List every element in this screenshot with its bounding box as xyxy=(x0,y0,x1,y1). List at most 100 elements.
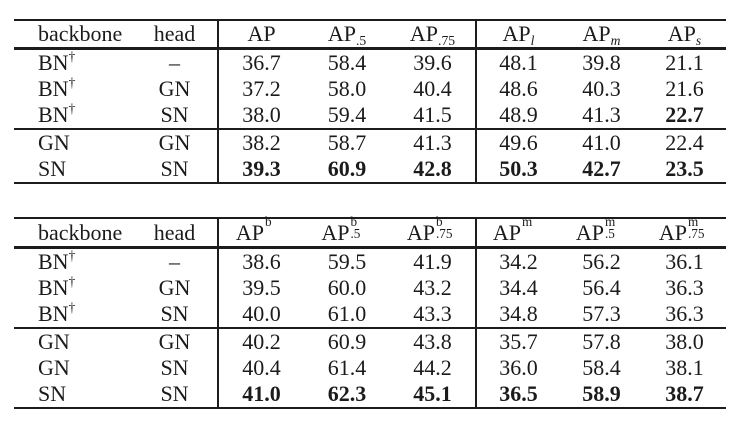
backbone-name: SN xyxy=(38,381,67,406)
cell-value: 36.7 xyxy=(217,48,304,76)
metric-subscript: .5 xyxy=(355,32,367,48)
metric-label: AP xyxy=(235,219,265,245)
metric-supsub: b .75 xyxy=(435,215,458,243)
cell-value: 45.1 xyxy=(413,381,452,406)
cell-value: 57.3 xyxy=(582,301,621,326)
metric-label: AP xyxy=(502,21,531,46)
cell-value: 48.1 xyxy=(475,48,560,76)
backbone-name: BN xyxy=(38,275,69,300)
cell-value: 48.6 xyxy=(475,76,560,102)
col-header-apb75: AP b .75 xyxy=(390,215,476,249)
table-row: BN† SN 38.0 59.4 41.5 48.9 41.3 22.7 xyxy=(14,102,726,129)
cell-value: 60.9 xyxy=(304,327,390,355)
metric-label: AP xyxy=(575,219,605,245)
metric-label: AP xyxy=(321,219,350,245)
metric-subscript: .75 xyxy=(687,226,705,242)
cell-backbone: BN† xyxy=(14,301,132,328)
table-row: BN† SN 40.0 61.0 43.3 34.8 57.3 36.3 xyxy=(14,301,726,328)
table-row: GN SN 40.4 61.4 44.2 36.0 58.4 38.1 xyxy=(14,355,726,381)
table-row: BN† – 36.7 58.4 39.6 48.1 39.8 21.1 xyxy=(14,48,726,76)
cell-value: 42.8 xyxy=(413,156,452,181)
backbone-name: BN xyxy=(38,301,69,326)
metric-supsub: m .75 xyxy=(687,215,710,243)
cell-value: 41.0 xyxy=(560,128,643,156)
col-header-apb50: AP b .5 xyxy=(304,215,390,249)
cell-value: 49.6 xyxy=(475,128,560,156)
backbone-name: BN xyxy=(38,249,69,274)
metric-supsub: b xyxy=(264,215,287,243)
dagger-mark: † xyxy=(68,300,76,316)
metric-label: AP xyxy=(409,21,439,46)
table-row: GN GN 40.2 60.9 43.8 35.7 57.8 38.0 xyxy=(14,327,726,355)
cell-value: 58.9 xyxy=(582,381,621,406)
table-row: BN† GN 39.5 60.0 43.2 34.4 56.4 36.3 xyxy=(14,275,726,301)
cell-value: 43.8 xyxy=(390,327,476,355)
cell-value: 34.8 xyxy=(475,301,560,328)
cell-value: 58.4 xyxy=(327,50,367,75)
cell-value: 36.5 xyxy=(475,381,560,408)
metric-label: AP xyxy=(658,219,688,245)
backbone-name: GN xyxy=(38,355,70,380)
col-header-backbone: backbone xyxy=(14,218,132,249)
cell-value: 35.7 xyxy=(475,327,560,355)
cell-value: 40.3 xyxy=(582,76,621,101)
metric-supsub: m xyxy=(521,215,544,243)
cell-value: 57.8 xyxy=(560,327,643,355)
cell-backbone: BN† xyxy=(14,76,132,102)
cell-value: 23.5 xyxy=(665,156,704,181)
table-row: BN† – 38.6 59.5 41.9 34.2 56.2 36.1 xyxy=(14,247,726,275)
col-header-ap50: AP.5 xyxy=(304,20,390,50)
cell-head: GN xyxy=(132,128,218,156)
cell-backbone: GN xyxy=(14,327,132,355)
cell-value: 41.9 xyxy=(413,249,452,274)
cell-head: SN xyxy=(160,381,189,406)
cell-value: 21.1 xyxy=(665,50,704,75)
metric-label: AP xyxy=(582,21,611,46)
metric-label: AP xyxy=(406,219,436,245)
cell-head: SN xyxy=(160,102,189,127)
backbone-name: BN xyxy=(38,102,69,127)
metric-label: AP xyxy=(247,21,276,46)
cell-value: 34.4 xyxy=(475,275,560,301)
metric-supsub: b .5 xyxy=(350,215,373,243)
table-row: BN† GN 37.2 58.0 40.4 48.6 40.3 21.6 xyxy=(14,76,726,102)
col-header-apb: AP b xyxy=(217,215,304,249)
cell-value: 22.4 xyxy=(643,128,726,156)
cell-value: 40.0 xyxy=(217,301,304,328)
cell-head: SN xyxy=(160,156,189,181)
cell-value: 42.7 xyxy=(582,156,621,181)
cell-value: 43.3 xyxy=(413,301,452,326)
backbone-name: SN xyxy=(38,156,67,181)
col-header-apm: AP m xyxy=(475,215,560,249)
cell-value: 62.3 xyxy=(327,381,367,406)
cell-head: SN xyxy=(160,355,189,380)
backbone-name: BN xyxy=(38,50,69,75)
backbone-name: BN xyxy=(38,76,69,101)
cell-value: 37.2 xyxy=(217,76,304,102)
cell-value: 38.1 xyxy=(665,355,704,380)
cell-value: 22.7 xyxy=(665,102,704,127)
cell-value: 36.3 xyxy=(665,275,704,300)
cell-value: 38.2 xyxy=(217,128,304,156)
backbone-name: GN xyxy=(38,130,70,155)
table-2-header-row: backbone head AP b AP b .5 AP b .75 AP m AP m .5… xyxy=(14,215,726,249)
col-header-backbone: backbone xyxy=(14,20,132,50)
cell-head: – xyxy=(169,50,180,75)
cell-value: 38.7 xyxy=(665,381,704,406)
cell-value: 21.6 xyxy=(665,76,704,101)
col-header-ap-medium: APm xyxy=(560,20,643,50)
cell-value: 39.8 xyxy=(582,50,621,75)
cell-backbone: GN xyxy=(14,128,132,156)
cell-value: 56.4 xyxy=(582,275,621,300)
col-header-ap-small: APs xyxy=(643,20,726,50)
cell-value: 43.2 xyxy=(413,275,452,300)
metric-subscript: .75 xyxy=(438,32,456,48)
cell-head: GN xyxy=(132,327,218,355)
cell-value: 39.6 xyxy=(413,50,452,75)
cell-head: GN xyxy=(158,76,191,101)
metric-supsub: m .5 xyxy=(604,215,627,243)
col-header-ap: AP xyxy=(217,20,304,50)
cell-value: 61.4 xyxy=(327,355,367,380)
col-header-ap75: AP.75 xyxy=(390,20,476,50)
table-row: SN SN 39.3 60.9 42.8 50.3 42.7 23.5 xyxy=(14,156,726,183)
